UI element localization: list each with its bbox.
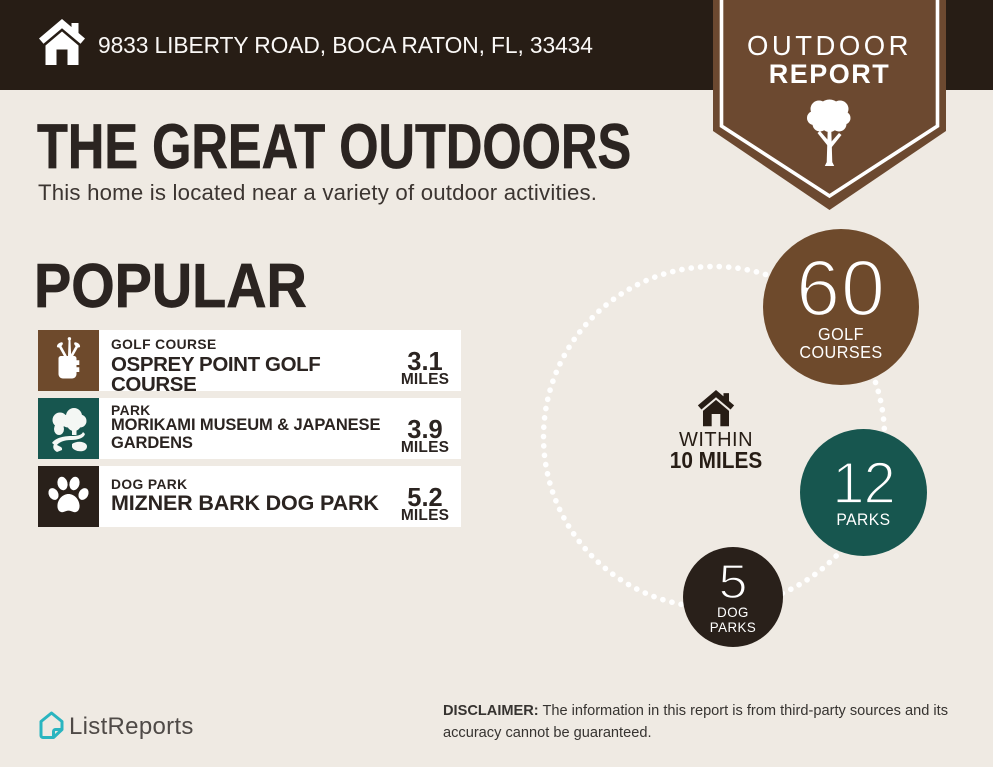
svg-text:REPORT: REPORT <box>769 59 891 89</box>
svg-text:OUTDOOR: OUTDOOR <box>747 30 912 61</box>
